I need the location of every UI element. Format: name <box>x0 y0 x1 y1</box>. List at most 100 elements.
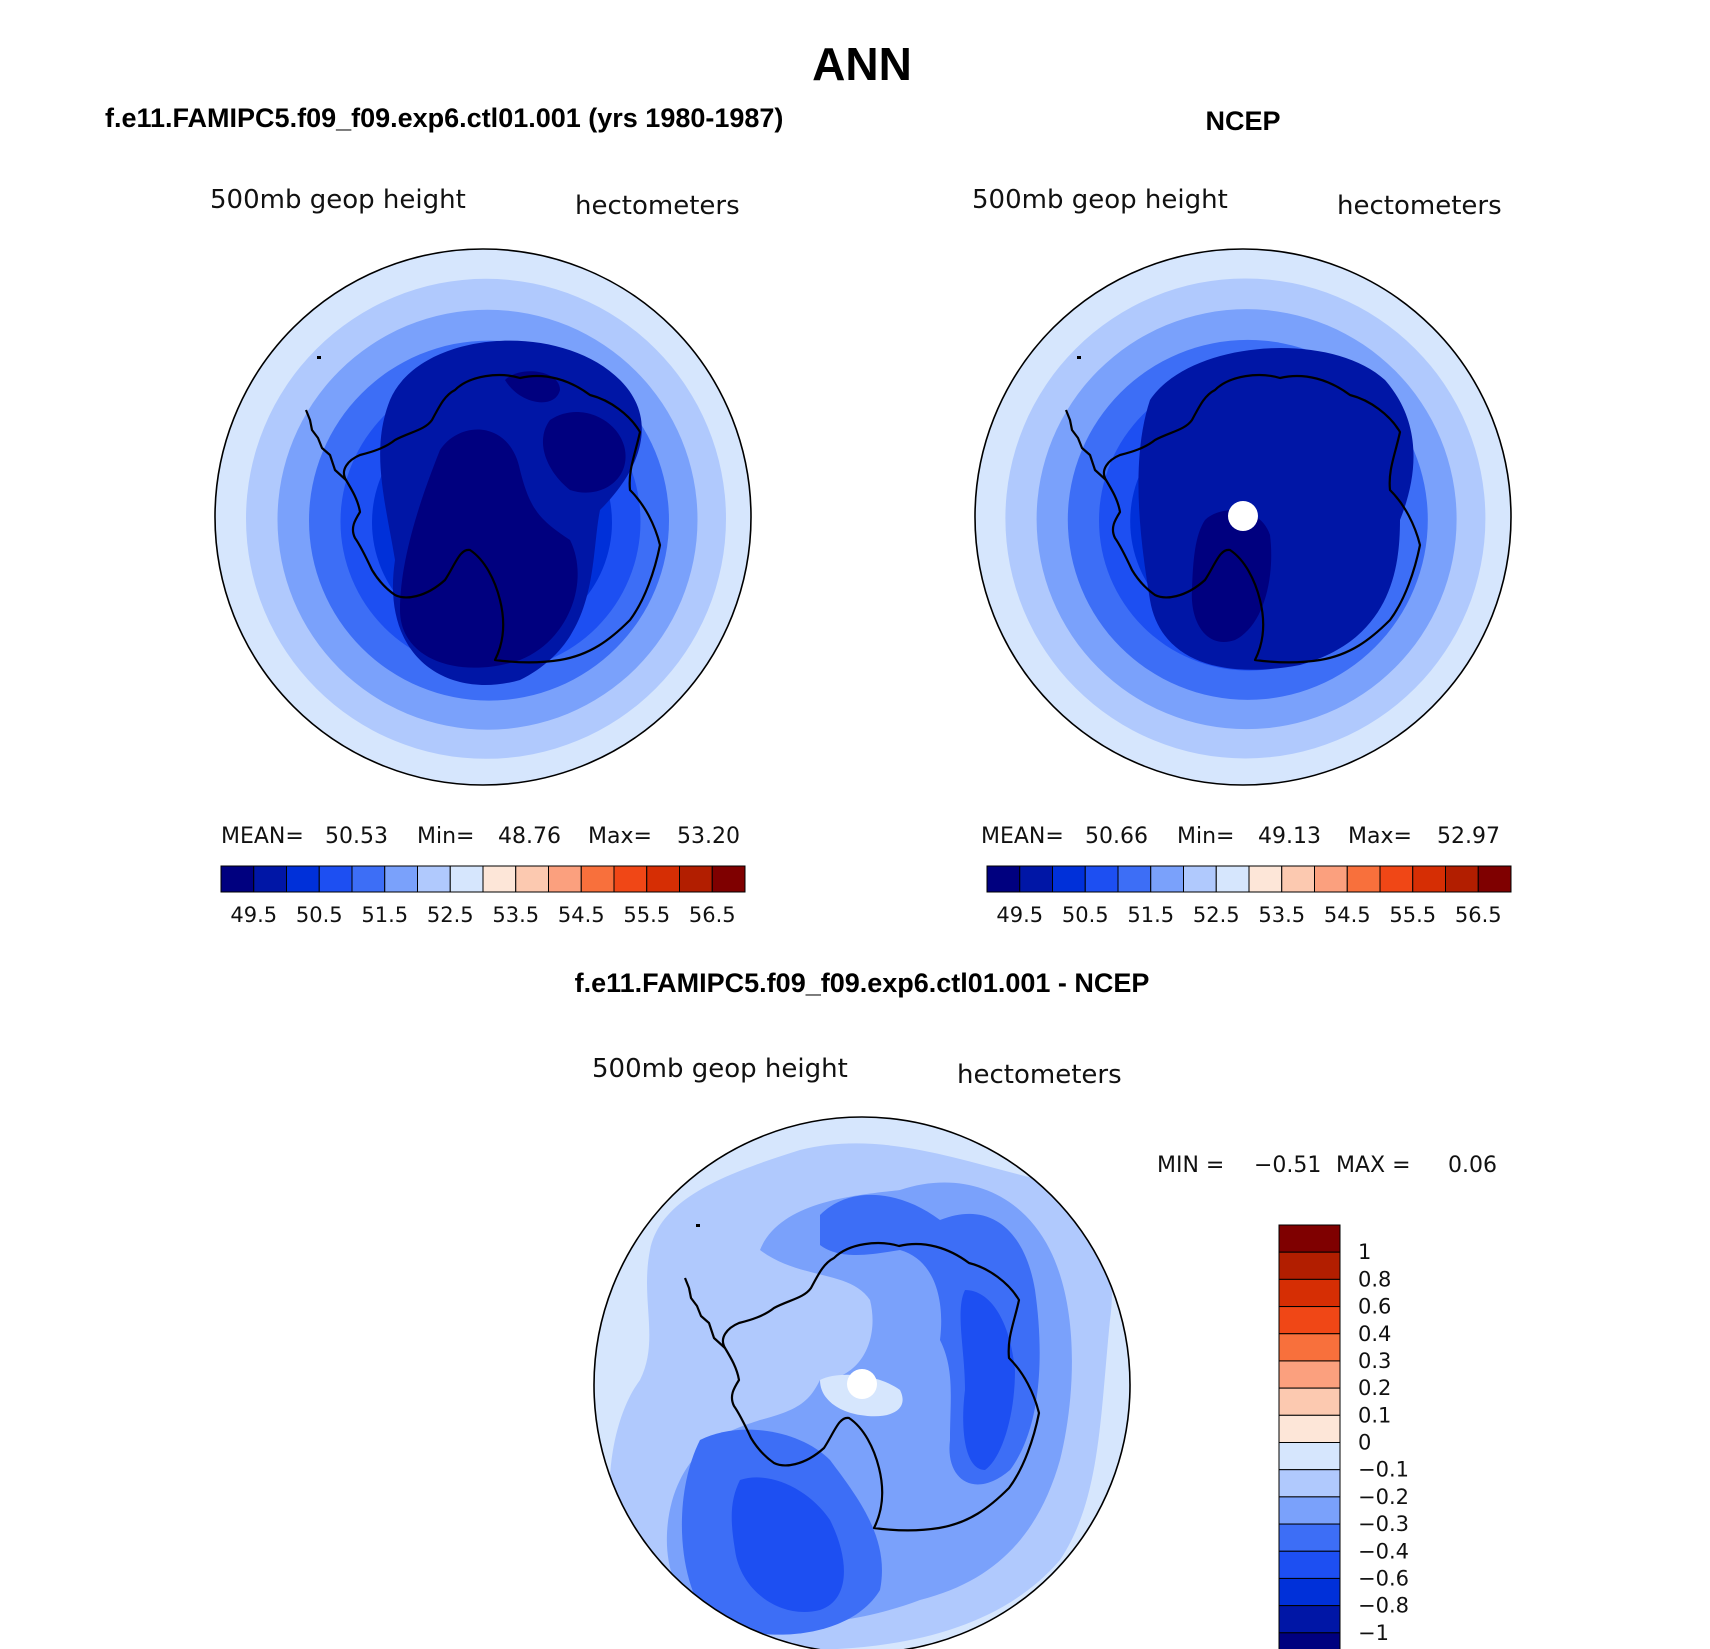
obs-colorbar-box <box>1281 865 1315 893</box>
obs-units-label: hectometers <box>1337 191 1502 221</box>
diff-colorbar-tick-label: 1 <box>1358 1240 1371 1264</box>
model-colorbar-tick-label: 53.5 <box>492 903 539 927</box>
model-colorbar-box <box>580 865 615 893</box>
diff-max-value: 0.06 <box>1448 1153 1497 1178</box>
model-min-value: 48.76 <box>498 824 561 849</box>
obs-colorbar-box <box>1314 865 1348 893</box>
obs-colorbar-box <box>1248 865 1283 893</box>
model-colorbar-box <box>646 865 680 893</box>
diff-min-label: MIN = <box>1157 1153 1224 1178</box>
obs-colorbar-box <box>1445 865 1479 893</box>
model-colorbar-box <box>515 865 549 893</box>
diff-colorbar-tick-label: 0 <box>1358 1431 1371 1455</box>
model-colorbar-box <box>613 865 648 893</box>
diff-colorbar-tick-label: −0.8 <box>1358 1594 1409 1618</box>
model-colorbar-box <box>318 865 353 893</box>
obs-colorbar-box <box>986 865 1021 893</box>
model-colorbar-box <box>384 865 418 893</box>
diff-colorbar-box <box>1278 1442 1341 1471</box>
model-colorbar-box <box>711 865 746 893</box>
diff-colorbar-tick-label: −1 <box>1358 1621 1389 1645</box>
model-colorbar-box <box>449 865 484 893</box>
diff-colorbar-tick-label: −0.2 <box>1358 1485 1409 1509</box>
diff-map-border <box>593 1116 1131 1649</box>
model-colorbar-box <box>679 865 713 893</box>
diff-colorbar-tick-label: 0.4 <box>1358 1322 1391 1346</box>
obs-max-label: Max= <box>1348 824 1412 849</box>
diff-colorbar <box>1278 1224 1341 1649</box>
diff-colorbar-tick-label: 0.6 <box>1358 1295 1391 1319</box>
obs-colorbar-tick-label: 56.5 <box>1455 903 1502 927</box>
model-antarctica-coast <box>304 374 662 664</box>
obs-colorbar-tick-label: 55.5 <box>1389 903 1436 927</box>
diff-band-neg06-west <box>731 1477 844 1612</box>
diff-colorbar-box <box>1278 1278 1341 1308</box>
obs-map-border <box>974 248 1512 786</box>
diff-colorbar-box <box>1278 1414 1341 1443</box>
model-map <box>215 249 751 785</box>
model-max-value: 53.20 <box>677 824 740 849</box>
obs-colorbar-box <box>1379 865 1414 893</box>
model-colorbar-tick-label: 52.5 <box>427 903 474 927</box>
model-colorbar-ticks: 49.5 50.5 51.5 52.5 53.5 54.5 55.5 56.5 <box>230 903 735 927</box>
figure-title: ANN <box>812 38 912 90</box>
obs-colorbar-ticks: 49.5 50.5 51.5 52.5 53.5 54.5 55.5 56.5 <box>996 903 1501 927</box>
model-colorbar-tick-label: 56.5 <box>689 903 736 927</box>
model-colorbar-box <box>482 865 517 893</box>
model-colorbar-box <box>253 865 287 893</box>
diff-colorbar-box <box>1278 1550 1341 1579</box>
obs-colorbar-box <box>1412 865 1446 893</box>
diff-colorbar-box <box>1278 1577 1341 1607</box>
model-colorbar-tick-label: 50.5 <box>296 903 343 927</box>
model-min-label: Min= <box>417 824 474 849</box>
model-colorbar-box <box>220 865 255 893</box>
model-island <box>317 356 321 359</box>
obs-colorbar-box <box>1117 865 1152 893</box>
diff-island <box>696 1224 700 1227</box>
model-panel-title: f.e11.FAMIPC5.f09_f09.exp6.ctl01.001 (yr… <box>105 103 783 133</box>
obs-colorbar-tick-label: 51.5 <box>1127 903 1174 927</box>
obs-colorbar-box <box>1215 865 1250 893</box>
model-colorbar-box <box>417 865 451 893</box>
model-colorbar-tick-label: 54.5 <box>558 903 605 927</box>
diff-colorbar-tick-label: 0.3 <box>1358 1349 1391 1373</box>
diff-colorbar-tick-label: 0.8 <box>1358 1267 1391 1291</box>
diff-min-value: −0.51 <box>1254 1153 1321 1178</box>
diff-colorbar-ticks: 1 0.8 0.6 0.4 0.3 0.2 0.1 0 −0.1 −0.2 −0.3 −0.4 −0.6… <box>1358 1240 1409 1645</box>
diff-colorbar-tick-label: −0.3 <box>1358 1512 1409 1536</box>
obs-colorbar-tick-label: 54.5 <box>1324 903 1371 927</box>
diff-colorbar-box <box>1278 1632 1341 1649</box>
model-low-core-1 <box>400 429 578 668</box>
obs-mean-label: MEAN= <box>981 824 1064 849</box>
diff-pole-hole <box>847 1369 877 1399</box>
diff-colorbar-box <box>1278 1251 1341 1280</box>
obs-colorbar <box>986 865 1512 893</box>
diff-colorbar-box <box>1278 1387 1341 1416</box>
obs-colorbar-box <box>1477 865 1512 893</box>
obs-low-core <box>1191 510 1272 642</box>
obs-colorbar-box <box>1052 865 1086 893</box>
obs-variable-label: 500mb geop height <box>972 185 1228 215</box>
obs-colorbar-tick-label: 50.5 <box>1062 903 1109 927</box>
diff-colorbar-tick-label: −0.4 <box>1358 1539 1409 1563</box>
obs-max-value: 52.97 <box>1437 824 1500 849</box>
obs-min-value: 49.13 <box>1258 824 1321 849</box>
obs-colorbar-box <box>1150 865 1184 893</box>
model-mean-value: 50.53 <box>325 824 388 849</box>
obs-island <box>1077 356 1081 359</box>
diff-colorbar-box <box>1278 1333 1341 1362</box>
model-mean-label: MEAN= <box>221 824 304 849</box>
model-map-border <box>214 248 752 786</box>
model-colorbar-tick-label: 51.5 <box>361 903 408 927</box>
model-colorbar-tick-label: 55.5 <box>623 903 670 927</box>
model-max-label: Max= <box>588 824 652 849</box>
diff-units-label: hectometers <box>957 1060 1122 1090</box>
diff-colorbar-box <box>1278 1605 1341 1634</box>
diff-colorbar-tick-label: 0.1 <box>1358 1403 1391 1427</box>
obs-colorbar-box <box>1346 865 1381 893</box>
diff-colorbar-tick-label: −0.1 <box>1358 1458 1409 1482</box>
diff-colorbar-tick-label: −0.6 <box>1358 1566 1409 1590</box>
diff-colorbar-box <box>1278 1496 1341 1525</box>
model-colorbar-box <box>286 865 320 893</box>
